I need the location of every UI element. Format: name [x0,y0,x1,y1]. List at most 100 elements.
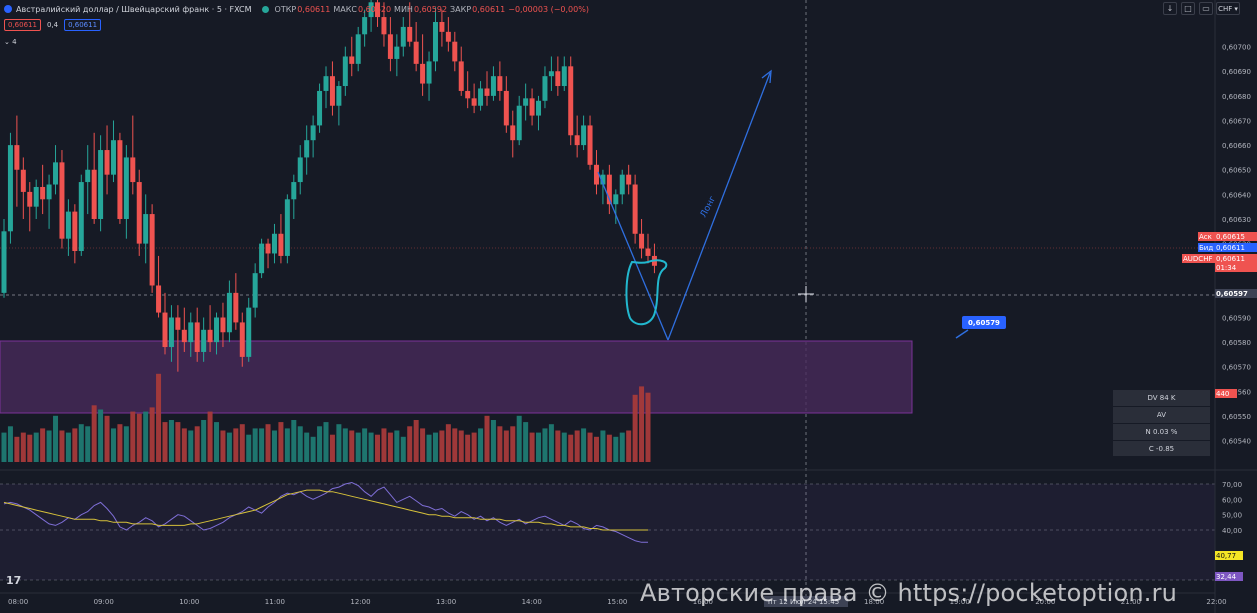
volume-bar [407,426,413,462]
volume-bar [85,426,91,462]
candle-body [555,71,561,87]
candle-body [452,41,458,62]
target-price-callout[interactable]: 0,60579 [962,316,1006,329]
chevron-down-icon: ⌄ [4,38,10,46]
volume-bar [297,426,303,462]
candle-body [168,317,174,348]
indicators-toggle[interactable]: ⌄ 4 [4,38,17,46]
candle-body [20,169,26,192]
price-tick-label: 0,60660 [1222,142,1251,150]
quote-row: 0,60611 0,4 0,60611 [4,19,102,31]
volume-bar [613,436,619,462]
volume-bar [181,428,187,462]
price-tick-label: 0,60590 [1222,314,1251,322]
volume-label-box: 440 [1215,389,1237,398]
candle-body [613,194,619,205]
volume-bar [645,392,651,462]
volume-bar [639,386,645,462]
chart-header: Австралийский доллар / Швейцарский франк… [0,0,592,18]
candle-body [626,174,632,185]
candle-body [72,211,78,252]
symbol-title[interactable]: Австралийский доллар / Швейцарский франк… [16,4,252,14]
candle-body [40,186,46,200]
currency-select[interactable]: CHF ▾ [1216,2,1240,15]
data-window: DV 84 K AV N 0.03 % C -0.85 [1113,390,1210,458]
buy-button[interactable]: 0,60611 [64,19,102,31]
time-tick-label: 16:00 [693,598,713,606]
dv-row: DV 84 K [1113,390,1210,407]
volume-bar [587,432,593,462]
candle-body [304,140,310,158]
volume-bar [265,424,271,462]
countdown: 01:34 [1216,263,1237,272]
candle-body [91,169,97,219]
high-value: 0,60620 [357,4,392,14]
candle-body [33,186,39,207]
candle-body [239,322,245,357]
candle-body [375,2,381,18]
candle-body [149,214,155,286]
volume-bar [439,430,445,462]
n-row: N 0.03 % [1113,424,1210,441]
volume-bar [458,430,464,462]
volume-bar [510,426,516,462]
oscillator-ma-line [3,489,648,531]
volume-bar [317,426,323,462]
maximize-icon[interactable]: □ [1181,2,1195,15]
volume-bar [304,432,310,462]
volume-bar [246,434,252,462]
candle-body [574,135,580,146]
volume-bar [156,373,162,462]
ask-label-box: Аск 0,60615 [1198,232,1257,241]
candle-body [420,63,426,84]
time-tick-label: 10:00 [179,598,199,606]
volume-bar [175,422,181,462]
arrow-down-icon[interactable]: ↓ [1163,2,1177,15]
volume-bar [271,430,277,462]
volume-bar [484,415,490,462]
drawings-overlay[interactable]: Лонг [597,69,969,341]
time-tick-label: 15:00 [607,598,627,606]
candle-body [432,22,438,62]
volume-bar [548,424,554,462]
sell-button[interactable]: 0,60611 [4,19,41,31]
volume-bar [130,411,136,462]
volume-bar [123,426,129,462]
price-tick-label: 0,60640 [1222,191,1251,199]
volume-bar [188,430,194,462]
oscillator-pane [3,481,648,543]
volume-bar [329,434,335,462]
candle-body [548,71,554,77]
candle-body [175,317,181,330]
time-tick-label: 18:00 [864,598,884,606]
time-tick-label: 08:00 [8,598,28,606]
candle-body [342,56,348,87]
time-tick-label: 12:00 [350,598,370,606]
volume-bar [252,428,258,462]
volume-bar [323,422,329,462]
time-tick-label: 09:00 [94,598,114,606]
candle-body [1,231,7,293]
candle-body [259,243,265,274]
time-tick-label: 19:00 [950,598,970,606]
volume-bar [40,428,46,462]
volume-bar [310,436,316,462]
volume-bar [561,432,567,462]
open-value: 0,60611 [297,4,331,14]
bid-value: 0,60611 [1216,243,1245,252]
candle-body [284,199,290,256]
candle-body [265,243,271,254]
minus-icon[interactable]: ▭ [1199,2,1213,15]
bid-label: Бид [1199,243,1214,252]
av-row: AV [1113,407,1210,424]
low-label: МИН [394,4,413,14]
candle-body [233,292,239,323]
candle-body [503,90,509,126]
c-row: C -0.85 [1113,441,1210,458]
candle-body [310,125,316,141]
tradingview-logo-icon[interactable]: 17 [6,574,21,587]
candle-body [85,169,91,183]
candle-body [581,125,587,146]
purple-support-zone[interactable] [0,340,913,414]
